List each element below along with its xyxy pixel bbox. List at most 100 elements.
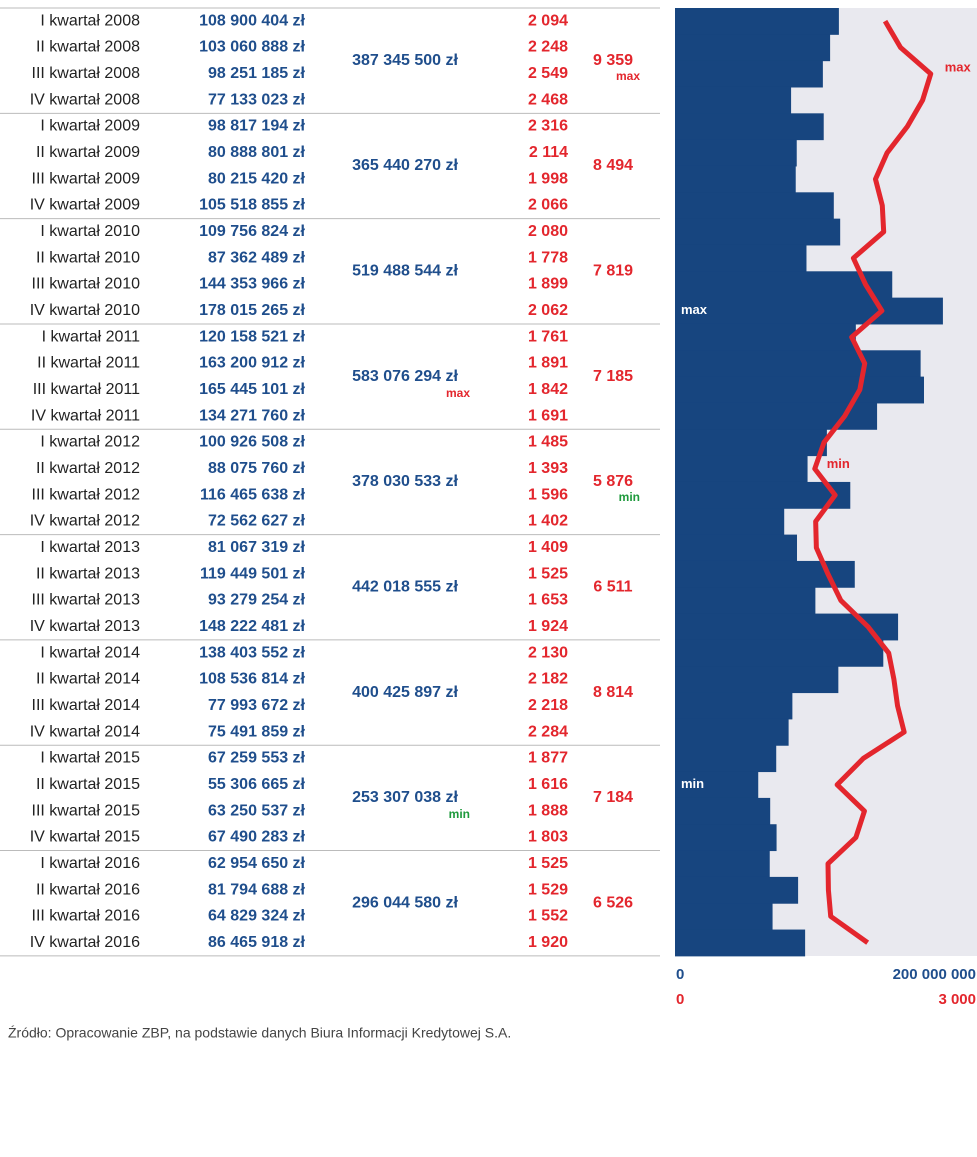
count: 1 529 [528, 881, 568, 898]
group-amount: 387 345 500 zł [352, 52, 458, 69]
row-label: I kwartał 2008 [40, 12, 140, 29]
bar [675, 297, 943, 325]
count: 1 691 [528, 407, 568, 424]
bar [675, 718, 789, 746]
count: 1 525 [528, 565, 568, 582]
count: 1 761 [528, 328, 568, 345]
bar [675, 508, 785, 536]
row-label: III kwartał 2009 [32, 170, 141, 187]
group-amount: 365 440 270 zł [352, 157, 458, 174]
group-count: 9 359 [593, 52, 633, 69]
amount: 77 993 672 zł [208, 697, 306, 714]
group-amount: 400 425 897 zł [352, 684, 458, 701]
count: 1 616 [528, 776, 568, 793]
bar [675, 613, 899, 641]
count: 2 114 [529, 144, 568, 161]
count-line [812, 19, 934, 945]
row-label: I kwartał 2011 [42, 328, 141, 345]
amount: 81 067 319 zł [208, 539, 306, 556]
row-label: III kwartał 2008 [32, 65, 141, 82]
amount: 134 271 760 zł [199, 407, 305, 424]
row-label: III kwartał 2011 [33, 381, 140, 398]
group-amount: 519 488 544 zł [352, 263, 458, 280]
amount: 81 794 688 zł [208, 881, 306, 898]
row-label: IV kwartał 2012 [30, 513, 140, 530]
amount: 98 251 185 zł [208, 65, 306, 82]
amount: 87 362 489 zł [208, 249, 306, 266]
count: 2 549 [528, 65, 568, 82]
row-label: II kwartał 2011 [37, 355, 140, 372]
group-count: 7 184 [593, 789, 633, 806]
group-amount: 442 018 555 zł [352, 578, 458, 595]
bar [675, 824, 777, 852]
row-label: I kwartał 2014 [40, 644, 140, 661]
x-tick-label: 200 000 000 [893, 966, 976, 983]
bar [675, 192, 834, 220]
count: 1 525 [528, 855, 568, 872]
bar [675, 218, 841, 246]
count: 1 409 [528, 539, 568, 556]
count: 1 920 [528, 934, 568, 951]
bar [675, 244, 807, 272]
amount: 108 536 814 zł [199, 671, 305, 688]
row-label: IV kwartał 2014 [30, 723, 140, 740]
amount: 77 133 023 zł [208, 91, 306, 108]
bar [675, 481, 851, 509]
bar [675, 86, 792, 114]
amount: 75 491 859 zł [208, 723, 306, 740]
amount: 93 279 254 zł [208, 592, 306, 609]
row-label: I kwartał 2010 [40, 223, 140, 240]
group-count: 7 819 [593, 263, 633, 280]
amount: 62 954 650 zł [208, 855, 306, 872]
count: 1 888 [528, 802, 568, 819]
amount: 80 215 420 zł [208, 170, 306, 187]
row-label: IV kwartał 2011 [31, 407, 140, 424]
bar [675, 666, 839, 694]
amount: 105 518 855 zł [199, 197, 305, 214]
line-max-label: max [945, 59, 972, 74]
amount: 178 015 265 zł [199, 302, 305, 319]
bar [675, 929, 806, 957]
amount: 138 403 552 zł [199, 644, 305, 661]
row-label: I kwartał 2012 [40, 434, 140, 451]
row-label: IV kwartał 2008 [30, 91, 140, 108]
amount: 165 445 101 zł [199, 381, 305, 398]
group-count: 5 876 [593, 473, 633, 490]
row-label: I kwartał 2015 [40, 750, 140, 767]
amount: 103 060 888 zł [199, 39, 305, 56]
bar [675, 745, 777, 773]
bar [675, 903, 773, 931]
row-label: II kwartał 2010 [36, 249, 140, 266]
count: 2 094 [528, 12, 568, 29]
count: 2 080 [528, 223, 568, 240]
bar [675, 60, 823, 88]
group-amount: 583 076 294 zł [352, 368, 458, 385]
bar [675, 350, 921, 378]
bar-max-label: max [681, 302, 708, 317]
amount: 108 900 404 zł [199, 12, 305, 29]
group-count: 8 494 [593, 157, 633, 174]
amount: 100 926 508 zł [199, 434, 305, 451]
row-label: III kwartał 2010 [32, 276, 141, 293]
row-label: III kwartał 2012 [32, 486, 141, 503]
row-label: IV kwartał 2015 [30, 829, 140, 846]
row-label: III kwartał 2015 [32, 802, 141, 819]
bar [675, 639, 884, 667]
bar [675, 429, 827, 457]
bar-min-label: min [681, 776, 704, 791]
count: 1 924 [528, 618, 568, 635]
group-count: 7 185 [593, 368, 633, 385]
group-amount: 378 030 533 zł [352, 473, 458, 490]
amount: 67 259 553 zł [208, 750, 306, 767]
count: 2 284 [528, 723, 568, 740]
x2-tick-label: 0 [676, 991, 684, 1008]
bar [675, 850, 770, 878]
count: 1 899 [528, 276, 568, 293]
bar [675, 876, 799, 904]
bar [675, 692, 793, 720]
row-label: II kwartał 2014 [36, 671, 140, 688]
amount: 88 075 760 zł [208, 460, 306, 477]
group-count: 8 814 [593, 684, 633, 701]
count: 2 316 [528, 118, 568, 135]
